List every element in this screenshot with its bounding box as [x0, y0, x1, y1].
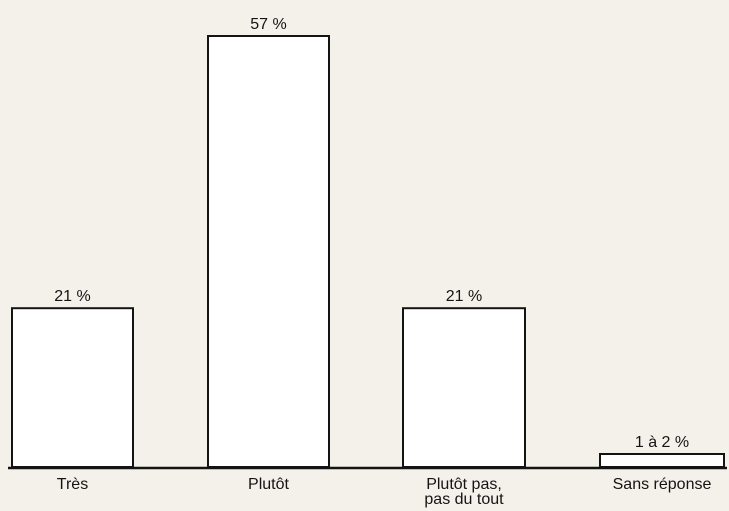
category-labels-group: Très Plutôt Plutôt pas, pas du tout Sans rép… — [57, 476, 712, 508]
value-labels-group: 21 % 57 % 21 % 1 à 2 % — [54, 16, 689, 451]
category-label-2-line-0: Plutôt pas, — [426, 476, 502, 493]
bars-group — [11, 35, 725, 469]
bar-3 — [599, 453, 725, 468]
category-label-0-line-0: Très — [57, 476, 88, 493]
value-label-0: 21 % — [54, 288, 90, 305]
category-label-2: Plutôt pas, pas du tout — [424, 476, 504, 508]
category-label-2-line-1: pas du tout — [424, 491, 504, 508]
value-label-1: 57 % — [250, 16, 286, 33]
category-label-1-line-0: Plutôt — [248, 476, 289, 493]
category-label-1: Plutôt — [248, 476, 289, 493]
value-label-2: 21 % — [446, 288, 482, 305]
category-label-3-line-0: Sans réponse — [613, 476, 712, 493]
value-label-3: 1 à 2 % — [635, 434, 689, 451]
category-label-3: Sans réponse — [613, 476, 712, 493]
bar-1 — [207, 35, 330, 468]
category-label-0: Très — [57, 476, 88, 493]
bar-2 — [402, 307, 526, 469]
bar-0 — [11, 307, 134, 469]
